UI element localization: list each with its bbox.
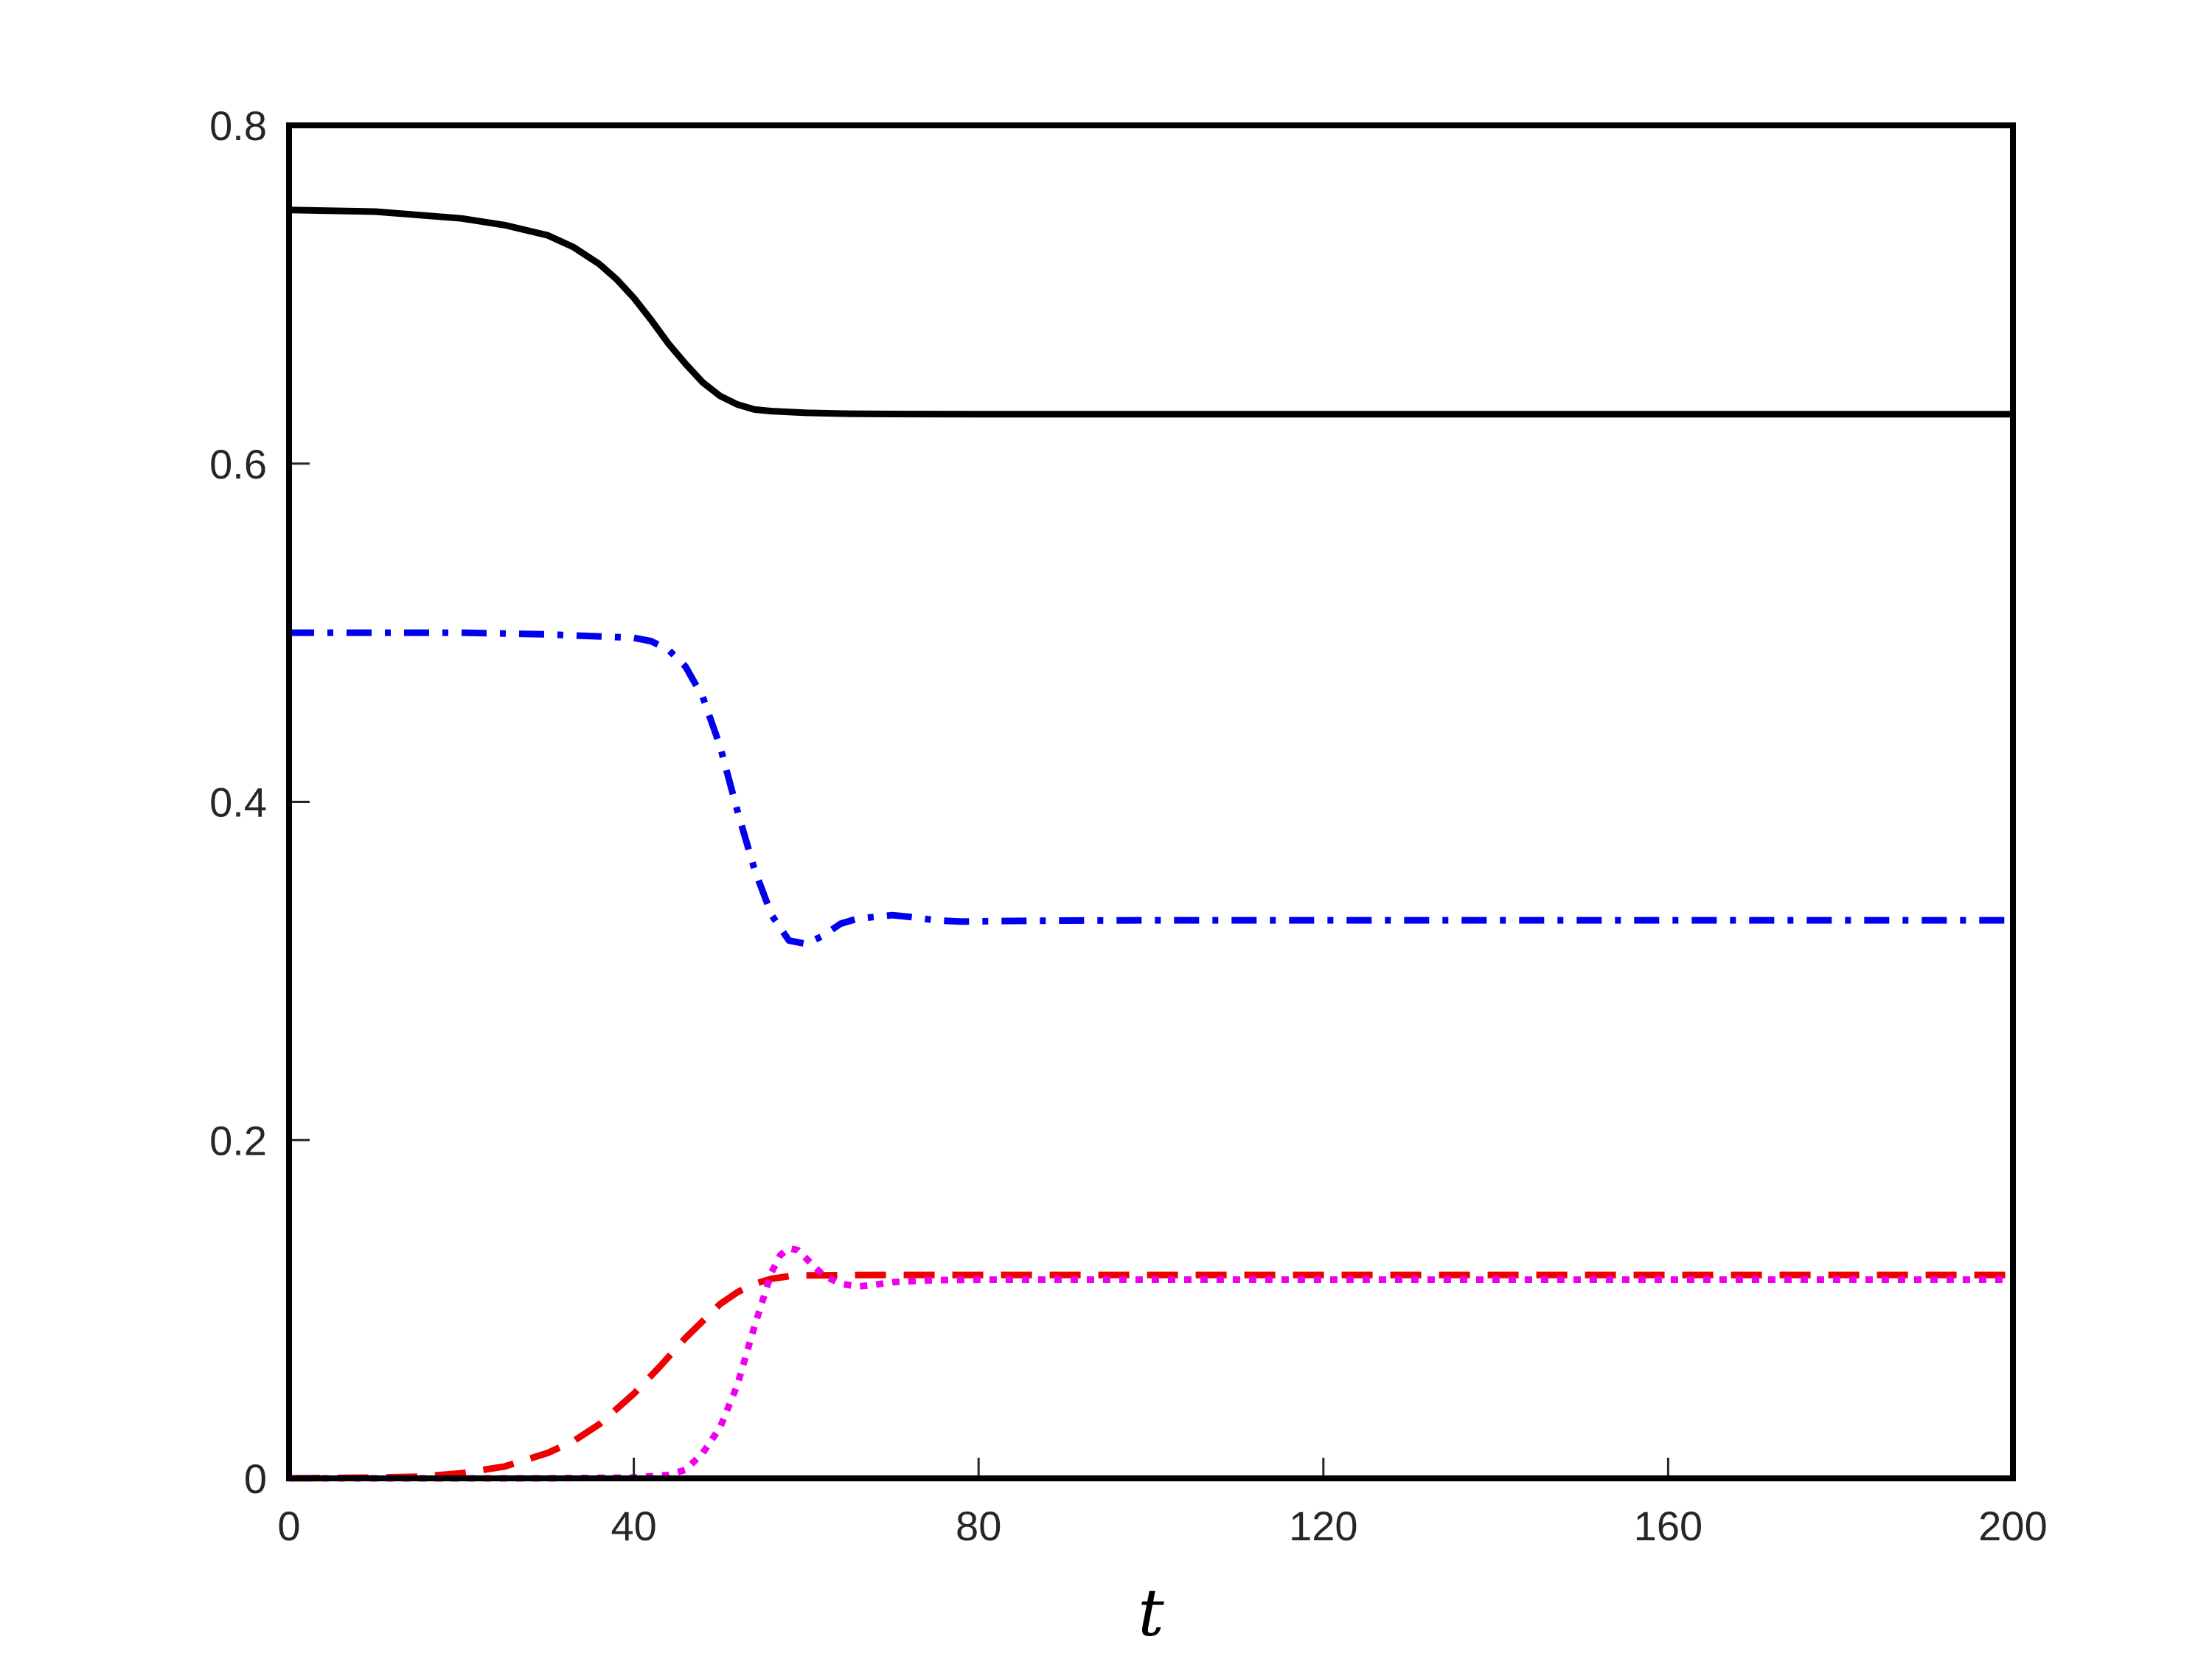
plot-frame [286, 122, 2016, 1481]
series-line-2 [289, 629, 2013, 947]
x-tick-label: 200 [1978, 1503, 2047, 1549]
series-line-3 [288, 1271, 2013, 1482]
series-layer [288, 206, 2013, 1482]
series-line-4 [289, 1245, 2013, 1482]
x-tick-label: 40 [611, 1503, 656, 1549]
x-tick-label: 80 [956, 1503, 1001, 1549]
series-line-1 [288, 206, 2013, 418]
tick-layer: 0 40 80 120 160 200 0 0.2 0.4 0.6 0.8 [209, 102, 2048, 1549]
y-tick-label: 0.4 [209, 779, 267, 826]
x-axis-label: t [1138, 1575, 1164, 1651]
y-tick-label: 0.6 [209, 441, 267, 487]
y-tick-label: 0 [244, 1455, 267, 1502]
x-tick-label: 0 [277, 1503, 300, 1549]
y-tick-label: 0.2 [209, 1117, 267, 1164]
y-tick-label: 0.8 [209, 102, 267, 149]
x-tick-label: 160 [1634, 1503, 1703, 1549]
x-tick-label: 120 [1289, 1503, 1357, 1549]
